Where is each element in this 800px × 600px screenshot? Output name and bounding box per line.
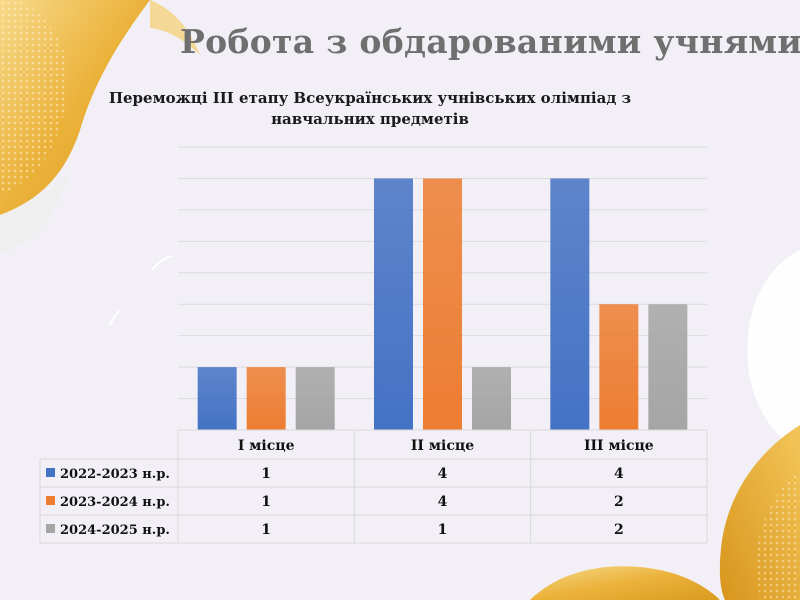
bar-1-3 [550,178,590,430]
data-cell: 1 [261,494,271,510]
category-label: ІІ місце [411,438,474,454]
bar-2-1 [246,367,286,430]
data-cell: 2 [614,522,624,538]
bar-1-2 [374,178,413,430]
series-label: 2022-2023 н.р. [60,467,170,482]
bar-1-1 [197,367,237,430]
data-cell: 1 [438,522,448,538]
data-cell: 4 [614,466,624,482]
data-cell: 1 [261,522,271,538]
bar-3-3 [648,304,688,430]
legend-swatch [46,468,55,477]
bar-3-1 [295,367,335,430]
series-label: 2023-2024 н.р. [60,495,170,510]
bar-2-3 [599,304,639,430]
legend-swatch [46,524,55,533]
chart-title: Переможці ІІІ етапу Всеукраїнських учнів… [108,89,632,128]
bar-2-2 [423,178,462,430]
data-cell: 1 [261,466,271,482]
legend-swatch [46,496,55,505]
page-title: Робота з обдарованими учнями [180,22,800,61]
series-label: 2024-2025 н.р. [60,523,170,538]
category-label: І місце [238,438,295,454]
data-cell: 4 [438,466,448,482]
data-table: І місце ІІ місце ІІІ місце 2022-2023 н.р. 1 4… [39,429,708,544]
category-label: ІІІ місце [584,438,654,454]
bars [197,178,688,430]
data-cell: 2 [614,494,624,510]
data-cell: 4 [438,494,448,510]
bar-3-2 [472,367,511,430]
